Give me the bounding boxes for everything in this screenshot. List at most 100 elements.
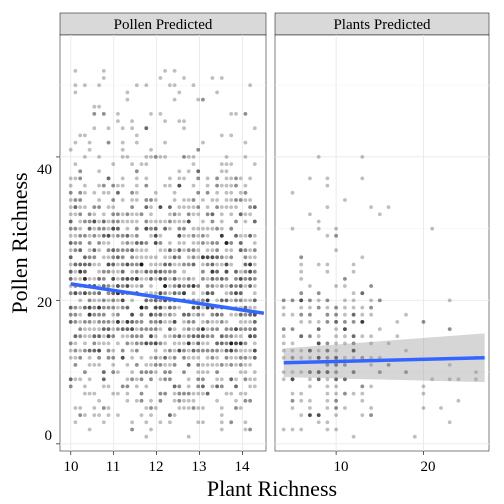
data-point — [238, 406, 243, 410]
data-point — [343, 341, 347, 346]
data-point — [92, 291, 97, 296]
data-point — [153, 219, 158, 224]
data-point — [281, 312, 286, 317]
data-point — [73, 269, 78, 274]
data-point — [238, 241, 243, 245]
data-point — [78, 298, 83, 303]
data-point — [97, 363, 101, 367]
data-point — [351, 348, 356, 353]
data-point — [404, 348, 408, 353]
data-point — [111, 219, 116, 224]
data-point — [172, 291, 177, 296]
data-point — [191, 320, 196, 324]
data-point — [210, 269, 215, 274]
data-point — [215, 176, 220, 181]
data-point — [316, 348, 321, 353]
data-point — [144, 205, 149, 210]
data-point — [144, 305, 149, 310]
data-point — [412, 434, 417, 439]
data-point — [97, 320, 101, 324]
data-point — [224, 262, 229, 267]
data-point — [334, 248, 338, 253]
data-point — [120, 277, 125, 281]
data-point — [116, 183, 120, 188]
data-point — [172, 384, 177, 389]
data-point — [205, 355, 210, 360]
data-point — [325, 370, 330, 374]
data-point — [205, 176, 210, 181]
x-tick-label: 14 — [235, 459, 251, 475]
data-point — [229, 284, 234, 288]
data-point — [106, 176, 111, 181]
data-point — [210, 255, 215, 260]
data-point — [229, 248, 234, 253]
data-point — [149, 341, 153, 346]
data-point — [163, 255, 168, 260]
data-point — [83, 277, 87, 281]
data-point — [106, 262, 111, 267]
data-point — [334, 355, 338, 360]
data-point — [78, 226, 83, 231]
data-point — [234, 406, 238, 410]
data-point — [153, 233, 158, 238]
data-point — [210, 219, 215, 224]
data-point — [334, 370, 338, 374]
data-point — [130, 312, 135, 317]
data-point — [290, 391, 295, 396]
data-point — [224, 269, 229, 274]
data-point — [101, 219, 106, 224]
data-point — [163, 312, 168, 317]
data-point — [219, 255, 224, 260]
data-point — [158, 277, 163, 281]
data-point — [224, 255, 229, 260]
data-point — [316, 355, 321, 360]
data-point — [308, 398, 312, 403]
data-point — [238, 277, 243, 281]
data-point — [168, 269, 172, 274]
x-axis-title: Plant Richness — [207, 476, 337, 501]
data-point — [83, 341, 87, 346]
data-point — [210, 248, 215, 253]
data-point — [168, 312, 172, 317]
data-point — [186, 219, 191, 224]
data-point — [360, 291, 365, 296]
data-point — [139, 305, 144, 310]
data-point — [177, 183, 182, 188]
data-point — [316, 355, 321, 360]
data-point — [191, 312, 196, 317]
data-point — [130, 277, 135, 281]
data-point — [196, 169, 201, 174]
data-point — [205, 277, 210, 281]
data-point — [172, 320, 177, 324]
data-point — [130, 341, 135, 346]
data-point — [377, 298, 382, 303]
data-point — [177, 291, 182, 296]
data-point — [120, 255, 125, 260]
data-point — [343, 284, 347, 288]
data-point — [201, 140, 205, 145]
data-point — [201, 255, 205, 260]
data-point — [149, 312, 153, 317]
data-point — [139, 320, 144, 324]
data-point — [78, 205, 83, 210]
data-point — [238, 291, 243, 296]
data-point — [196, 147, 201, 152]
data-point — [191, 83, 196, 88]
data-point — [229, 241, 234, 245]
data-point — [111, 363, 116, 367]
data-point — [87, 219, 92, 224]
data-point — [201, 384, 205, 389]
data-point — [116, 190, 120, 195]
data-point — [205, 305, 210, 310]
data-point — [248, 233, 253, 238]
data-point — [158, 262, 163, 267]
data-point — [234, 291, 238, 296]
data-point — [144, 370, 149, 374]
data-point — [343, 334, 347, 339]
data-point — [134, 183, 139, 188]
data-point — [125, 327, 130, 331]
data-point — [83, 291, 87, 296]
data-point — [101, 327, 106, 331]
data-point — [144, 126, 149, 131]
